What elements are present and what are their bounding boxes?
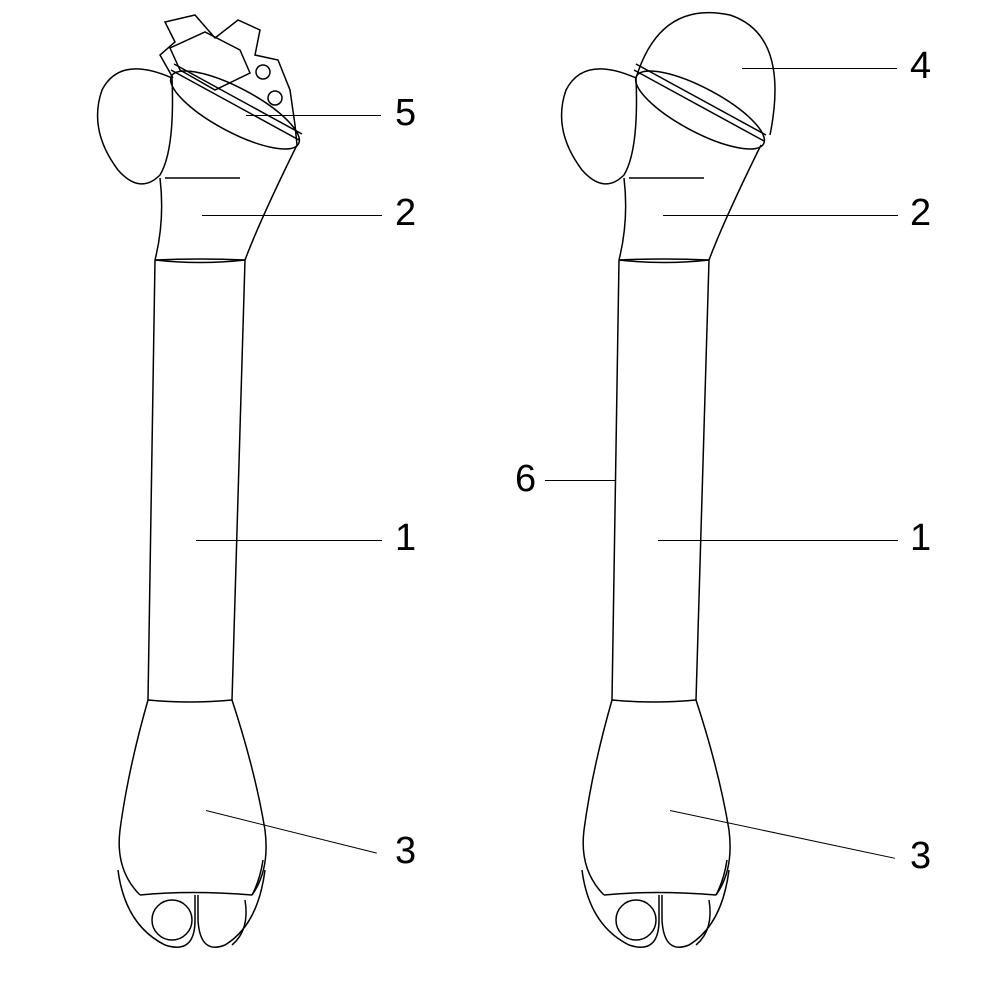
distal-right (582, 700, 730, 947)
diagram-container: 5 2 1 3 4 2 6 1 3 (0, 0, 1000, 986)
shaft-right (612, 260, 709, 702)
leader-1-right (658, 540, 898, 541)
label-5: 5 (395, 92, 416, 135)
label-3-right: 3 (910, 835, 931, 878)
leader-4 (742, 68, 897, 69)
label-6: 6 (515, 458, 536, 501)
label-4: 4 (910, 45, 931, 88)
label-2-right: 2 (910, 192, 931, 235)
neck-right (562, 69, 761, 263)
label-3-left: 3 (395, 830, 416, 873)
leader-6 (545, 480, 615, 481)
smooth-head (626, 13, 775, 164)
leader-5 (246, 115, 381, 116)
label-2-left: 2 (395, 192, 416, 235)
label-1-left: 1 (395, 517, 416, 560)
right-bone (0, 0, 1000, 986)
leader-1-left (196, 540, 382, 541)
label-1-right: 1 (910, 517, 931, 560)
leader-2-right (663, 215, 898, 216)
leader-2-left (202, 215, 382, 216)
